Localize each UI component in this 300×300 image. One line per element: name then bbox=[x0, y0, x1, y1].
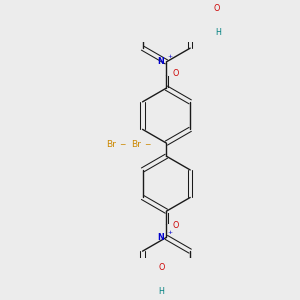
Text: H: H bbox=[215, 28, 220, 37]
Text: O: O bbox=[159, 263, 165, 272]
Text: O: O bbox=[172, 69, 179, 78]
Text: −: − bbox=[119, 140, 126, 149]
Text: H: H bbox=[158, 287, 164, 296]
Text: Br: Br bbox=[131, 140, 140, 149]
Text: O: O bbox=[214, 4, 220, 13]
Text: +: + bbox=[167, 54, 172, 59]
Text: +: + bbox=[167, 230, 172, 235]
Text: N: N bbox=[157, 233, 164, 242]
Text: N: N bbox=[157, 57, 164, 66]
Text: −: − bbox=[144, 140, 151, 149]
Text: Br: Br bbox=[106, 140, 116, 149]
Text: O: O bbox=[172, 221, 179, 230]
